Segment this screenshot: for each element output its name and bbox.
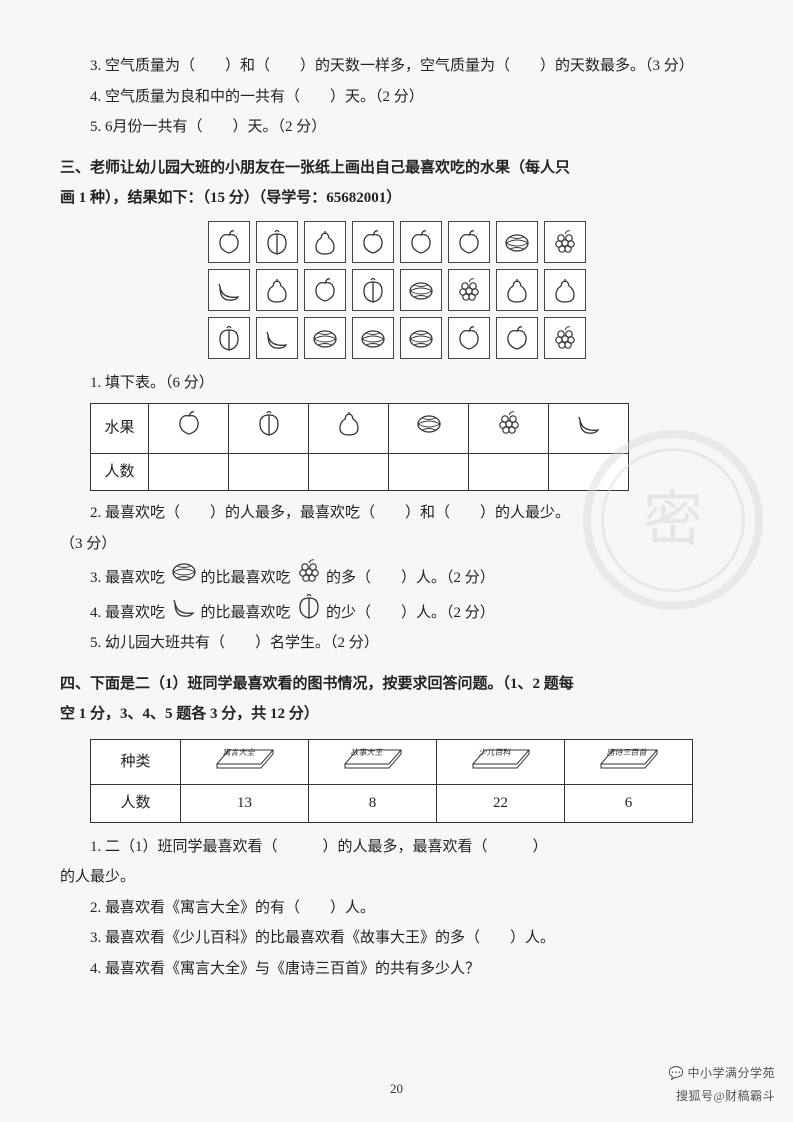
pear-icon [304, 221, 346, 263]
melon-icon [352, 317, 394, 359]
banana-icon [169, 595, 197, 617]
section-3-heading-line1: 三、老师让幼儿园大班的小朋友在一张纸上画出自己最喜欢吃的水果（每人只 [60, 154, 733, 183]
s4-q4: 4. 最喜欢看《寓言大全》与《唐诗三百首》的共有多少人？ [60, 955, 733, 984]
book-table: 种类寓言大全故事大王少儿百科唐诗三百首 人数138226 [90, 739, 693, 823]
peach-icon [294, 595, 322, 617]
prev-q3: 3. 空气质量为（ ）和（ ）的天数一样多，空气质量为（ ）的天数最多。（3 分… [60, 52, 733, 81]
peach-icon [256, 221, 298, 263]
s3-q2-score: （3 分） [60, 530, 733, 559]
section-3-heading-line2: 画 1 种），结果如下：（15 分）（导学号：65682001） [60, 184, 733, 213]
s3-q5: 5. 幼儿园大班共有（ ）名学生。（2 分） [60, 629, 733, 658]
pear-column-icon [309, 404, 389, 454]
peach-count-cell [229, 453, 309, 491]
banana-count-cell [549, 453, 629, 491]
apple-column-icon [149, 404, 229, 454]
apple-icon [448, 221, 490, 263]
apple-icon [448, 317, 490, 359]
pear-icon [544, 269, 586, 311]
section-4-heading-line1: 四、下面是二（1）班同学最喜欢看的图书情况，按要求回答问题。（1、2 题每 [60, 670, 733, 699]
prev-q4: 4. 空气质量为良和中的一共有（ ）天。（2 分） [60, 83, 733, 112]
row-header-kind: 种类 [91, 739, 181, 785]
melon-icon [169, 560, 197, 582]
s3-q2: 2. 最喜欢吃（ ）的人最多，最喜欢吃（ ）和（ ）的人最少。 [60, 499, 733, 528]
s4-q2: 2. 最喜欢看《寓言大全》的有（ ）人。 [60, 894, 733, 923]
melon-icon [496, 221, 538, 263]
fruit-count-table: 水果 人数 [90, 403, 629, 491]
book-count-寓言大全: 13 [181, 785, 309, 823]
apple-icon [496, 317, 538, 359]
book-少儿百科: 少儿百科 [437, 739, 565, 785]
s3-q3: 3. 最喜欢吃 的比最喜欢吃 的多（ ）人。（2 分） [60, 560, 733, 593]
apple-count-cell [149, 453, 229, 491]
s4-q3: 3. 最喜欢看《少儿百科》的比最喜欢看《故事大王》的多（ ）人。 [60, 924, 733, 953]
pear-icon [496, 269, 538, 311]
melon-column-icon [389, 404, 469, 454]
section-4-heading-line2: 空 1 分，3、4、5 题各 3 分，共 12 分） [60, 700, 733, 729]
book-count-少儿百科: 22 [437, 785, 565, 823]
melon-icon [304, 317, 346, 359]
grape-count-cell [469, 453, 549, 491]
book-唐诗三百首: 唐诗三百首 [565, 739, 693, 785]
pear-count-cell [309, 453, 389, 491]
grape-icon [544, 221, 586, 263]
melon-icon [400, 317, 442, 359]
book-count-唐诗三百首: 6 [565, 785, 693, 823]
grape-column-icon [469, 404, 549, 454]
grape-icon [448, 269, 490, 311]
melon-count-cell [389, 453, 469, 491]
peach-icon [352, 269, 394, 311]
banana-icon [208, 269, 250, 311]
book-count-故事大王: 8 [309, 785, 437, 823]
prev-q5: 5. 6月份一共有（ ）天。（2 分） [60, 113, 733, 142]
grape-icon [544, 317, 586, 359]
row-header-count: 人数 [91, 453, 149, 491]
book-寓言大全: 寓言大全 [181, 739, 309, 785]
fruit-drawing-grid [208, 221, 586, 359]
row-header-fruit: 水果 [91, 404, 149, 454]
melon-icon [400, 269, 442, 311]
peach-icon [208, 317, 250, 359]
peach-column-icon [229, 404, 309, 454]
pear-icon [256, 269, 298, 311]
s3-q1: 1. 填下表。（6 分） [60, 369, 733, 398]
apple-icon [208, 221, 250, 263]
book-故事大王: 故事大王 [309, 739, 437, 785]
apple-icon [352, 221, 394, 263]
s4-q1b: 的人最少。 [60, 863, 733, 892]
banana-icon [256, 317, 298, 359]
banana-column-icon [549, 404, 629, 454]
s4-q1a: 1. 二（1）班同学最喜欢看（ ）的人最多，最喜欢看（ ） [60, 833, 733, 862]
s3-q4: 4. 最喜欢吃 的比最喜欢吃 的少（ ）人。（2 分） [60, 595, 733, 628]
grape-icon [294, 560, 322, 582]
apple-icon [304, 269, 346, 311]
apple-icon [400, 221, 442, 263]
source-watermark: 中小学满分学苑 搜狐号@财稿霸斗 [669, 1062, 775, 1108]
row-header-count: 人数 [91, 785, 181, 823]
